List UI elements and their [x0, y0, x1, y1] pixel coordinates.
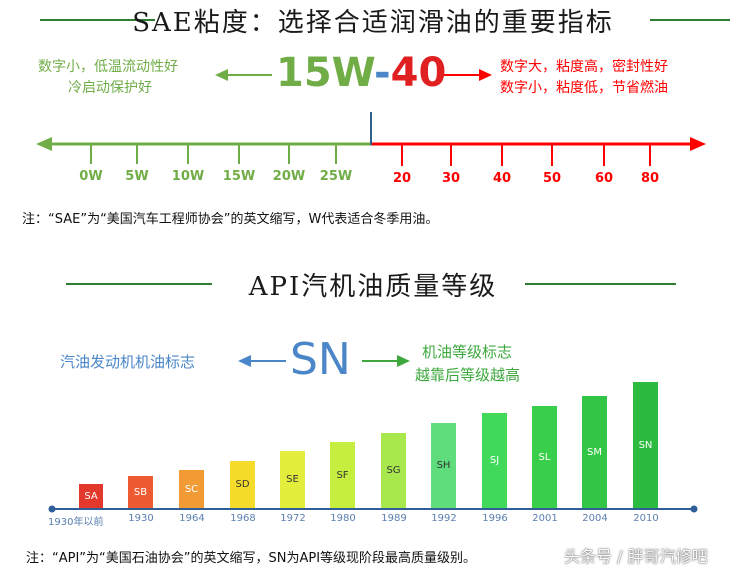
watermark: 头条号 / 胖哥汽修吧 — [564, 547, 708, 566]
grade-year-label: 1992 — [431, 513, 457, 524]
grade-label: SE — [286, 474, 299, 485]
grade-label: SD — [235, 479, 250, 490]
hot-tick-label: 40 — [492, 171, 512, 186]
grade-bar-sf: SF — [330, 442, 355, 508]
grade-bar-sn: SN — [633, 382, 658, 508]
cold-tick-label: 0W — [79, 169, 103, 184]
hot-tick-label: 80 — [640, 171, 660, 186]
hot-tick-label: 50 — [542, 171, 562, 186]
grade-bar-sc: SC — [179, 470, 204, 508]
grade-bar-sm: SM — [582, 396, 607, 508]
grade-bar-sd: SD — [230, 461, 255, 508]
api-left-label: 汽油发动机机油标志 — [60, 353, 196, 371]
grade-year-label: 1930年以前 — [48, 517, 104, 528]
grade-label: SA — [84, 490, 98, 502]
viscosity-cold-part: 15W — [276, 50, 374, 96]
api-note: 注：“API”为“美国石油协会”的英文缩写，SN为API等级现阶段最高质量级别。 — [26, 551, 477, 566]
cold-tick-label: 20W — [272, 169, 306, 184]
hot-tick-label: 20 — [392, 171, 412, 186]
sae-left-desc-1: 数字小，低温流动性好 — [38, 59, 178, 75]
viscosity-dash: - — [374, 50, 391, 96]
grade-label: SM — [587, 446, 602, 458]
api-big-code: SN — [290, 334, 351, 385]
sae-title: SAE粘度：选择合适润滑油的重要指标 — [132, 8, 614, 38]
grade-year-label: 1968 — [230, 513, 256, 524]
grade-bar-sl: SL — [532, 406, 557, 508]
grade-bar-sg: SG — [381, 433, 406, 508]
grade-label: SJ — [489, 455, 500, 466]
grade-year-label: 1930 — [128, 513, 154, 524]
api-right-label-1: 机油等级标志 — [422, 343, 513, 361]
grade-bar-sb: SB — [128, 476, 153, 508]
grade-label: SC — [184, 483, 199, 495]
cold-tick-label: 5W — [125, 169, 149, 184]
grade-label: SL — [538, 451, 551, 463]
grade-label: SH — [436, 460, 451, 471]
hot-tick-label: 30 — [441, 171, 461, 186]
cold-tick-label: 25W — [319, 169, 353, 184]
grade-bar-se: SE — [280, 451, 305, 508]
viscosity-hot-part: 40 — [390, 50, 447, 96]
cold-tick-label: 15W — [222, 169, 256, 184]
sae-right-desc-1: 数字大，粘度高，密封性好 — [500, 59, 668, 75]
api-title: API汽机油质量等级 — [248, 272, 498, 302]
grade-year-label: 1980 — [330, 513, 356, 524]
grade-bar-sh: SH — [431, 423, 456, 508]
grade-bar-sa: SA — [79, 484, 103, 508]
grade-year-label: 1989 — [381, 513, 407, 524]
grade-year-label: 1972 — [280, 513, 306, 524]
sae-right-desc-2: 数字小，粘度低，节省燃油 — [500, 80, 668, 96]
grade-label: SN — [638, 439, 653, 451]
grade-label: SG — [386, 465, 401, 476]
grade-bar-sj: SJ — [482, 413, 507, 508]
grade-year-label: 2010 — [633, 513, 659, 524]
sae-left-desc-2: 冷启动保护好 — [68, 80, 152, 96]
viscosity-code: 15W-40 — [276, 50, 446, 96]
grade-label: SB — [133, 486, 148, 498]
grade-year-label: 2004 — [582, 513, 608, 524]
grade-year-label: 2001 — [532, 513, 558, 524]
grade-label: SF — [336, 469, 349, 481]
sae-note: 注：“SAE”为“美国汽车工程师协会”的英文缩写，W代表适合冬季用油。 — [22, 212, 439, 227]
grade-year-label: 1964 — [179, 513, 205, 524]
hot-tick-label: 60 — [594, 171, 614, 186]
grade-year-label: 1996 — [482, 513, 508, 524]
cold-tick-label: 10W — [171, 169, 205, 184]
api-right-label-2: 越靠后等级越高 — [415, 366, 521, 384]
